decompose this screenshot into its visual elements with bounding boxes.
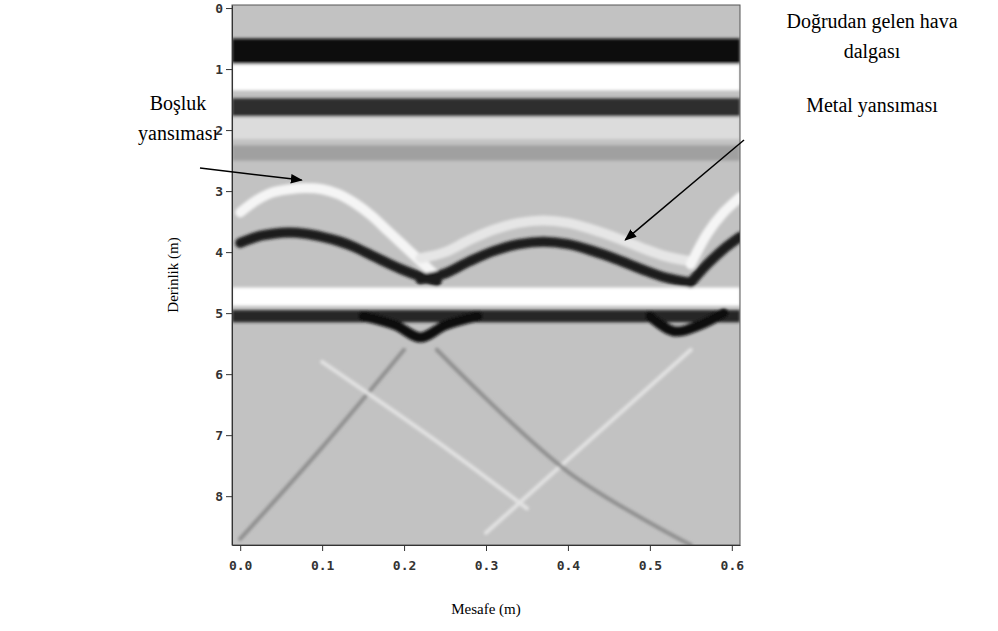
reflection-curve	[650, 313, 724, 332]
tick: 0.2	[393, 545, 416, 573]
tick: 4	[215, 245, 232, 260]
plot-background	[232, 5, 740, 545]
tick-label: 8	[215, 489, 223, 504]
tick: 1	[215, 62, 232, 77]
tick-label: 3	[215, 184, 223, 199]
tick-mark	[226, 374, 232, 375]
plot-frame	[232, 5, 740, 545]
annotation: Metal yansıması	[806, 94, 938, 117]
tick-label: 1	[215, 62, 223, 77]
axis: 0.0 0.1 0.2 0.3 0.4 0.5 0.6	[229, 545, 744, 573]
tick-label: 0	[215, 1, 223, 16]
tick: 0	[215, 1, 232, 16]
reflection-band	[232, 98, 740, 116]
x-axis-title: Mesafe (m)	[451, 601, 521, 618]
reflection-curve	[420, 242, 690, 283]
tick: 8	[215, 489, 232, 504]
annotation-arrow	[200, 168, 302, 180]
tick-mark	[226, 191, 232, 192]
reflection-band	[232, 310, 740, 322]
axis: 012345678	[215, 1, 232, 546]
tick: 0.0	[229, 545, 253, 573]
axis-line	[232, 6, 233, 546]
annotation-arrow	[625, 140, 744, 240]
tick-label: 4	[215, 245, 223, 260]
tick-mark	[322, 545, 323, 551]
annotation: Doğrudan gelen havadalgası	[786, 10, 957, 63]
reflection-curve	[691, 237, 740, 283]
tick-mark	[226, 252, 232, 253]
reflection-curve	[240, 350, 404, 539]
tick-label: 0.6	[721, 558, 745, 573]
plot-area	[232, 5, 740, 545]
tick-mark	[486, 545, 487, 551]
annotation: Boşlukyansıması	[138, 92, 218, 145]
reflection-band	[232, 39, 740, 65]
tick: 5	[215, 306, 232, 321]
reflection-band	[232, 288, 740, 306]
tick-label: 0.4	[557, 558, 581, 573]
radar-marks	[232, 39, 740, 545]
tick-mark	[226, 313, 232, 314]
tick: 0.3	[475, 545, 498, 573]
reflection-band	[232, 145, 740, 160]
reflection-curve	[363, 316, 478, 337]
tick: 0.1	[311, 545, 335, 573]
tick: 6	[215, 367, 232, 382]
tick-label: 0.5	[639, 558, 662, 573]
reflection-curve	[486, 350, 691, 533]
y-axis-title: Derinlik (m)	[165, 237, 182, 312]
reflection-curve	[437, 350, 691, 545]
tick-label: 0.3	[475, 558, 498, 573]
tick-mark	[226, 8, 232, 9]
tick-mark	[568, 545, 569, 551]
tick-mark	[650, 545, 651, 551]
tick-mark	[226, 69, 232, 70]
tick-label: 0.1	[311, 558, 335, 573]
tick-label: 7	[215, 428, 223, 443]
tick-label: 0.2	[393, 558, 416, 573]
tick-mark	[732, 545, 733, 551]
tick-mark	[240, 545, 241, 551]
tick-mark	[404, 545, 405, 551]
reflection-curve	[322, 362, 527, 508]
tick-mark	[226, 496, 232, 497]
tick: 7	[215, 428, 232, 443]
tick: 0.5	[639, 545, 662, 573]
tick: 0.4	[557, 545, 581, 573]
tick-label: 0.0	[229, 558, 253, 573]
tick: 3	[215, 184, 232, 199]
tick-mark	[226, 130, 232, 131]
tick-label: 5	[215, 306, 223, 321]
reflection-curve	[240, 233, 437, 282]
tick-label: 6	[215, 367, 223, 382]
reflection-band	[232, 117, 740, 140]
tick: 0.6	[721, 545, 745, 573]
tick-mark	[226, 435, 232, 436]
reflection-band	[232, 64, 740, 90]
chart: 0.00.10.20.30.40.50.6012345678Mesafe (m)…	[0, 0, 998, 631]
